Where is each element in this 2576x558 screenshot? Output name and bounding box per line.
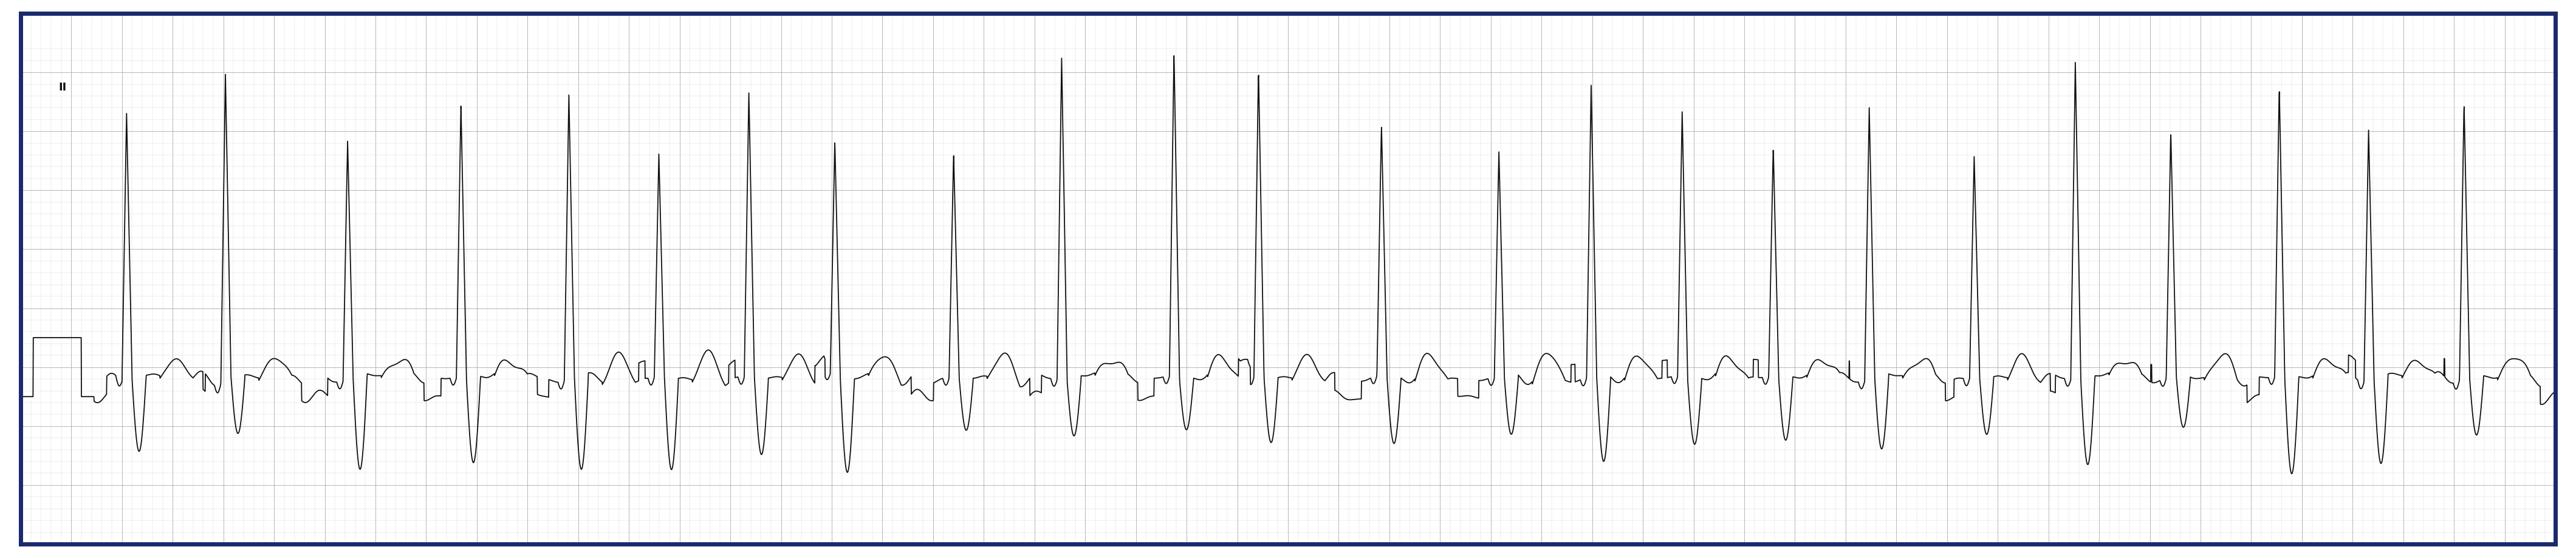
Text: II: II [59, 82, 67, 93]
